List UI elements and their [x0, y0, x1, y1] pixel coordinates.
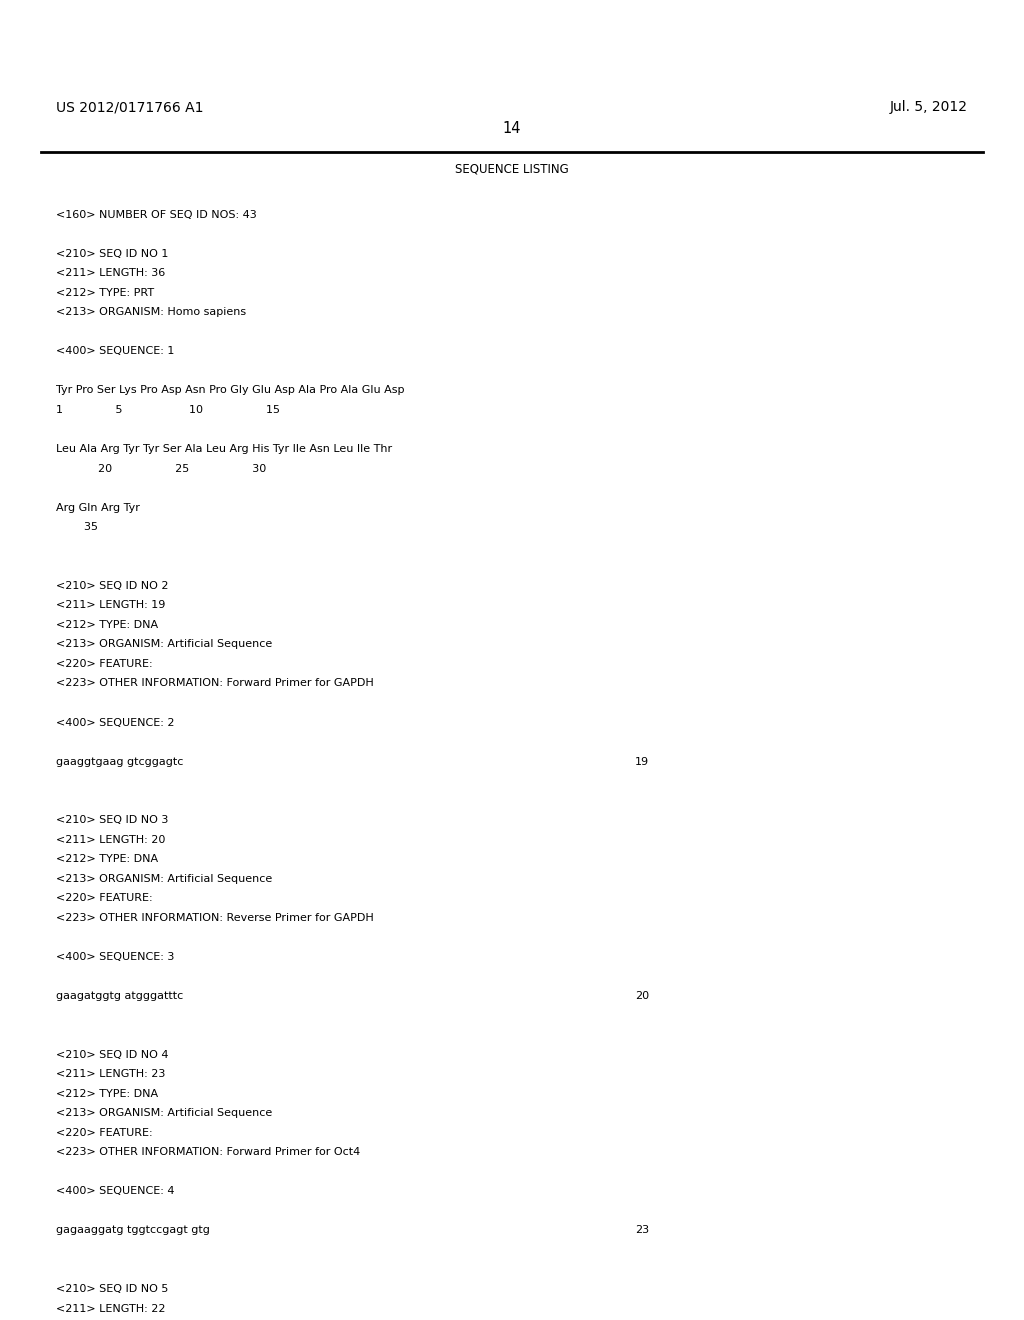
Text: <210> SEQ ID NO 5: <210> SEQ ID NO 5	[56, 1284, 169, 1294]
Text: <210> SEQ ID NO 2: <210> SEQ ID NO 2	[56, 581, 169, 591]
Text: 20                  25                  30: 20 25 30	[56, 463, 266, 474]
Text: <213> ORGANISM: Artificial Sequence: <213> ORGANISM: Artificial Sequence	[56, 1109, 272, 1118]
Text: 19: 19	[635, 756, 649, 767]
Text: <210> SEQ ID NO 4: <210> SEQ ID NO 4	[56, 1049, 169, 1060]
Text: <211> LENGTH: 22: <211> LENGTH: 22	[56, 1304, 166, 1313]
Text: <400> SEQUENCE: 2: <400> SEQUENCE: 2	[56, 718, 175, 727]
Text: SEQUENCE LISTING: SEQUENCE LISTING	[455, 162, 569, 176]
Text: <213> ORGANISM: Artificial Sequence: <213> ORGANISM: Artificial Sequence	[56, 874, 272, 884]
Text: <220> FEATURE:: <220> FEATURE:	[56, 1127, 153, 1138]
Text: <212> TYPE: PRT: <212> TYPE: PRT	[56, 288, 155, 298]
Text: Jul. 5, 2012: Jul. 5, 2012	[890, 100, 968, 115]
Text: 14: 14	[503, 121, 521, 136]
Text: <213> ORGANISM: Artificial Sequence: <213> ORGANISM: Artificial Sequence	[56, 639, 272, 649]
Text: <211> LENGTH: 36: <211> LENGTH: 36	[56, 268, 166, 279]
Text: Leu Ala Arg Tyr Tyr Ser Ala Leu Arg His Tyr Ile Asn Leu Ile Thr: Leu Ala Arg Tyr Tyr Ser Ala Leu Arg His …	[56, 444, 392, 454]
Text: 23: 23	[635, 1225, 649, 1236]
Text: Tyr Pro Ser Lys Pro Asp Asn Pro Gly Glu Asp Ala Pro Ala Glu Asp: Tyr Pro Ser Lys Pro Asp Asn Pro Gly Glu …	[56, 385, 404, 396]
Text: <223> OTHER INFORMATION: Forward Primer for Oct4: <223> OTHER INFORMATION: Forward Primer …	[56, 1147, 360, 1158]
Text: 1               5                   10                  15: 1 5 10 15	[56, 405, 281, 414]
Text: <223> OTHER INFORMATION: Reverse Primer for GAPDH: <223> OTHER INFORMATION: Reverse Primer …	[56, 913, 374, 923]
Text: <220> FEATURE:: <220> FEATURE:	[56, 659, 153, 669]
Text: 35: 35	[56, 523, 98, 532]
Text: <212> TYPE: DNA: <212> TYPE: DNA	[56, 1089, 159, 1098]
Text: <212> TYPE: DNA: <212> TYPE: DNA	[56, 620, 159, 630]
Text: <210> SEQ ID NO 3: <210> SEQ ID NO 3	[56, 816, 169, 825]
Text: <211> LENGTH: 20: <211> LENGTH: 20	[56, 834, 166, 845]
Text: gaagatggtg atgggatttc: gaagatggtg atgggatttc	[56, 991, 183, 1001]
Text: gagaaggatg tggtccgagt gtg: gagaaggatg tggtccgagt gtg	[56, 1225, 210, 1236]
Text: Arg Gln Arg Tyr: Arg Gln Arg Tyr	[56, 503, 140, 512]
Text: <223> OTHER INFORMATION: Forward Primer for GAPDH: <223> OTHER INFORMATION: Forward Primer …	[56, 678, 374, 689]
Text: <400> SEQUENCE: 3: <400> SEQUENCE: 3	[56, 952, 175, 962]
Text: <400> SEQUENCE: 1: <400> SEQUENCE: 1	[56, 346, 175, 356]
Text: <160> NUMBER OF SEQ ID NOS: 43: <160> NUMBER OF SEQ ID NOS: 43	[56, 210, 257, 219]
Text: <220> FEATURE:: <220> FEATURE:	[56, 894, 153, 903]
Text: <211> LENGTH: 23: <211> LENGTH: 23	[56, 1069, 166, 1080]
Text: US 2012/0171766 A1: US 2012/0171766 A1	[56, 100, 204, 115]
Text: 20: 20	[635, 991, 649, 1001]
Text: gaaggtgaag gtcggagtc: gaaggtgaag gtcggagtc	[56, 756, 183, 767]
Text: <210> SEQ ID NO 1: <210> SEQ ID NO 1	[56, 248, 169, 259]
Text: <212> TYPE: DNA: <212> TYPE: DNA	[56, 854, 159, 865]
Text: <400> SEQUENCE: 4: <400> SEQUENCE: 4	[56, 1187, 175, 1196]
Text: <211> LENGTH: 19: <211> LENGTH: 19	[56, 601, 166, 610]
Text: <213> ORGANISM: Homo sapiens: <213> ORGANISM: Homo sapiens	[56, 308, 247, 317]
